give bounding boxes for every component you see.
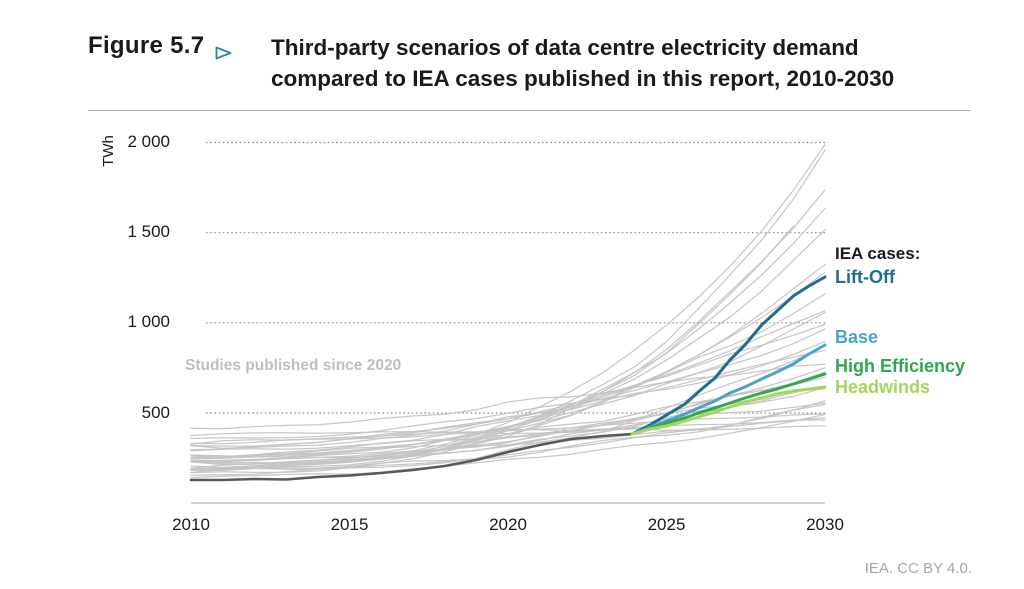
- svg-text:Lift-Off: Lift-Off: [835, 267, 896, 287]
- svg-text:2 000: 2 000: [127, 132, 170, 151]
- svg-text:Headwinds: Headwinds: [835, 377, 930, 397]
- svg-text:2025: 2025: [648, 515, 686, 534]
- svg-text:IEA cases:: IEA cases:: [835, 244, 920, 263]
- svg-text:2010: 2010: [172, 515, 210, 534]
- svg-text:2015: 2015: [331, 515, 369, 534]
- svg-text:TWh: TWh: [100, 135, 117, 167]
- svg-text:1 500: 1 500: [127, 222, 170, 241]
- svg-text:500: 500: [142, 403, 170, 422]
- svg-text:High Efficiency: High Efficiency: [835, 356, 965, 376]
- svg-text:Studies published since 2020: Studies published since 2020: [185, 357, 401, 374]
- svg-text:Base: Base: [835, 327, 878, 347]
- svg-text:1 000: 1 000: [127, 312, 170, 331]
- svg-text:2020: 2020: [489, 515, 527, 534]
- svg-text:2030: 2030: [806, 515, 844, 534]
